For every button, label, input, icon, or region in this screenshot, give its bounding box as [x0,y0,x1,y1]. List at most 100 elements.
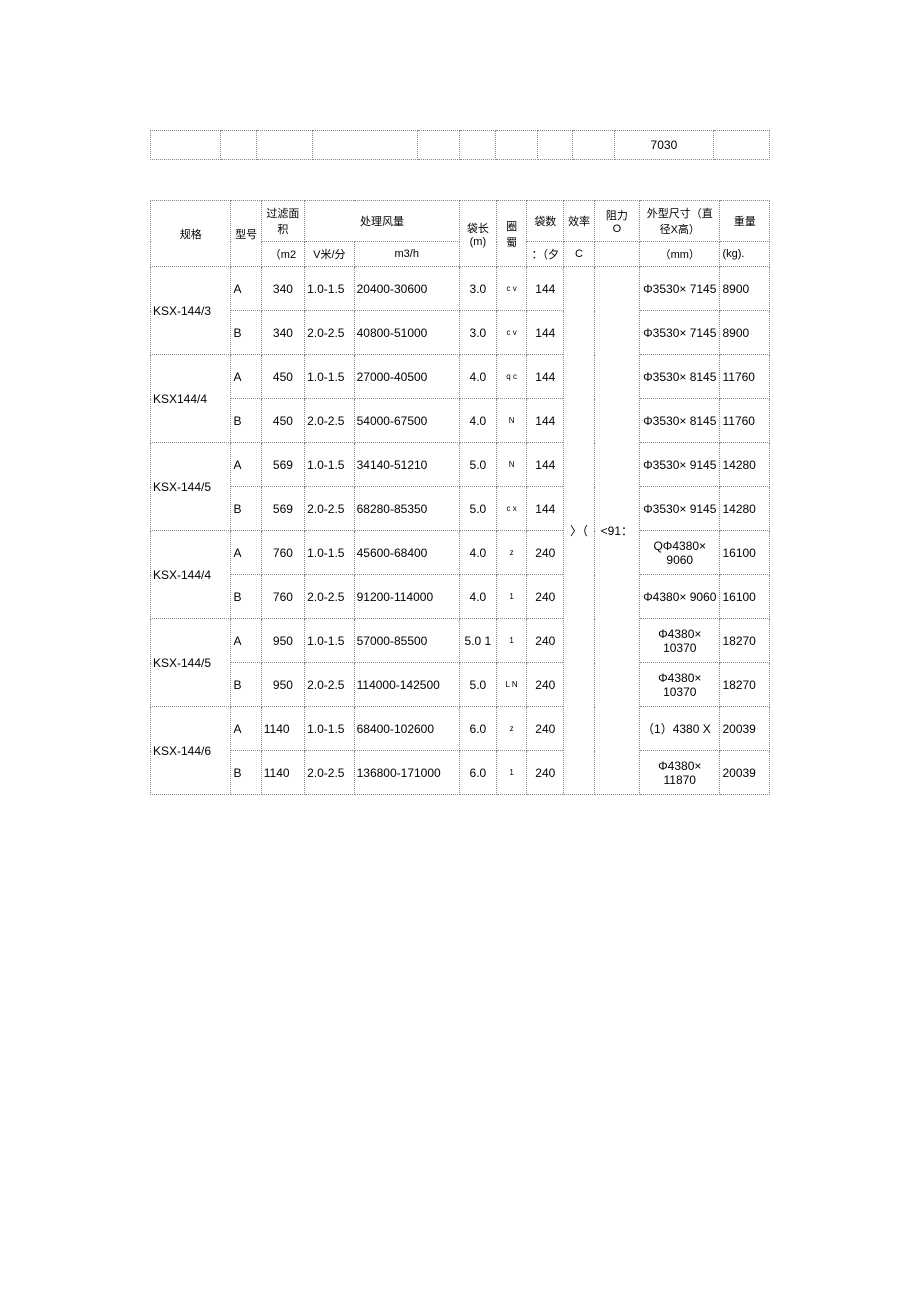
ring-cell: q c [496,355,526,399]
wt-cell: 20039 [720,751,770,795]
dim-cell: Φ3530× 9145 [640,487,720,531]
header-air-unit: m3/h [354,242,459,267]
ring-cell: L N [496,663,526,707]
header-air-v: V米/分 [305,242,355,267]
ring-cell: c x [496,487,526,531]
model-cell: A [231,267,261,311]
dim-cell: Φ3530× 8145 [640,355,720,399]
wt-cell: 16100 [720,575,770,619]
model-cell: A [231,355,261,399]
model-cell: B [231,751,261,795]
header-resistance-unit [594,242,639,267]
ring-cell: 1 [496,619,526,663]
spec-cell: KSX-144/3 [151,267,231,355]
len-cell: 3.0 [459,267,496,311]
header-dimensions-unit: （mm） [640,242,720,267]
m3h-cell: 68280-85350 [354,487,459,531]
top-value-cell: 7030 [615,131,713,160]
spec-cell: KSX-144/4 [151,531,231,619]
table-row: KSX-144/3 A 340 1.0-1.5 20400-30600 3.0 … [151,267,770,311]
header-model: 型号 [231,201,261,267]
dim-cell: Φ3530× 9145 [640,443,720,487]
table-row: KSX-144/6 A 1140 1.0-1.5 68400-102600 6.… [151,707,770,751]
m3h-cell: 114000-142500 [354,663,459,707]
count-cell: 240 [527,751,564,795]
header-bag-count-sub: ：（夕 [527,242,564,267]
wt-cell: 18270 [720,663,770,707]
m3h-cell: 54000-67500 [354,399,459,443]
ring-cell: c v [496,311,526,355]
spec-table: 规格 型号 过滤面积 处理风量 袋长 (m) 圈 蜀 袋数 效率 阻力 O 外型… [150,200,770,795]
v-cell: 1.0-1.5 [305,531,355,575]
count-cell: 240 [527,663,564,707]
area-cell: 1140 [261,751,304,795]
v-cell: 2.0-2.5 [305,575,355,619]
len-cell: 4.0 [459,531,496,575]
header-efficiency: 效率 [564,201,594,242]
wt-cell: 8900 [720,311,770,355]
v-cell: 2.0-2.5 [305,487,355,531]
header-filter-area-unit: （m2 [261,242,304,267]
dim-cell: Φ3530× 7145 [640,311,720,355]
table-row: B 450 2.0-2.5 54000-67500 4.0 N 144 Φ353… [151,399,770,443]
dim-cell: Φ4380× 10370 [640,619,720,663]
count-cell: 144 [527,399,564,443]
area-cell: 1140 [261,707,304,751]
header-bag-count: 袋数 [527,201,564,242]
header-filter-area: 过滤面积 [261,201,304,242]
ring-cell: N [496,399,526,443]
header-air-volume: 处理风量 [305,201,460,242]
table-row: KSX144/4 A 450 1.0-1.5 27000-40500 4.0 q… [151,355,770,399]
v-cell: 2.0-2.5 [305,311,355,355]
table-row: B 1140 2.0-2.5 136800-171000 6.0 1 240 Φ… [151,751,770,795]
m3h-cell: 27000-40500 [354,355,459,399]
ring-cell: c v [496,267,526,311]
len-cell: 6.0 [459,707,496,751]
v-cell: 1.0-1.5 [305,267,355,311]
area-cell: 950 [261,619,304,663]
area-cell: 340 [261,267,304,311]
table-row: KSX-144/5 A 569 1.0-1.5 34140-51210 5.0 … [151,443,770,487]
v-cell: 1.0-1.5 [305,355,355,399]
table-row: B 950 2.0-2.5 114000-142500 5.0 L N 240 … [151,663,770,707]
len-cell: 4.0 [459,575,496,619]
header-ring: 圈 蜀 [496,201,526,267]
area-cell: 450 [261,355,304,399]
count-cell: 240 [527,531,564,575]
len-cell: 3.0 [459,311,496,355]
wt-cell: 18270 [720,619,770,663]
spec-cell: KSX-144/5 [151,443,231,531]
m3h-cell: 91200-114000 [354,575,459,619]
area-cell: 950 [261,663,304,707]
wt-cell: 14280 [720,487,770,531]
spec-cell: KSX-144/6 [151,707,231,795]
ring-cell: 1 [496,575,526,619]
ring-cell: N [496,443,526,487]
len-cell: 5.0 [459,487,496,531]
len-cell: 4.0 [459,355,496,399]
model-cell: B [231,399,261,443]
area-cell: 760 [261,531,304,575]
area-cell: 569 [261,443,304,487]
len-cell: 5.0 [459,663,496,707]
ring-cell: 1 [496,751,526,795]
wt-cell: 11760 [720,399,770,443]
area-cell: 569 [261,487,304,531]
dim-cell: Φ3530× 7145 [640,267,720,311]
wt-cell: 14280 [720,443,770,487]
model-cell: A [231,707,261,751]
m3h-cell: 40800-51000 [354,311,459,355]
wt-cell: 20039 [720,707,770,751]
area-cell: 340 [261,311,304,355]
model-cell: A [231,619,261,663]
v-cell: 2.0-2.5 [305,663,355,707]
table-row: KSX-144/4 A 760 1.0-1.5 45600-68400 4.0 … [151,531,770,575]
v-cell: 1.0-1.5 [305,707,355,751]
len-cell: 6.0 [459,751,496,795]
count-cell: 240 [527,619,564,663]
v-cell: 2.0-2.5 [305,751,355,795]
area-cell: 760 [261,575,304,619]
m3h-cell: 57000-85500 [354,619,459,663]
table-row: B 569 2.0-2.5 68280-85350 5.0 c x 144 Φ3… [151,487,770,531]
v-cell: 1.0-1.5 [305,619,355,663]
